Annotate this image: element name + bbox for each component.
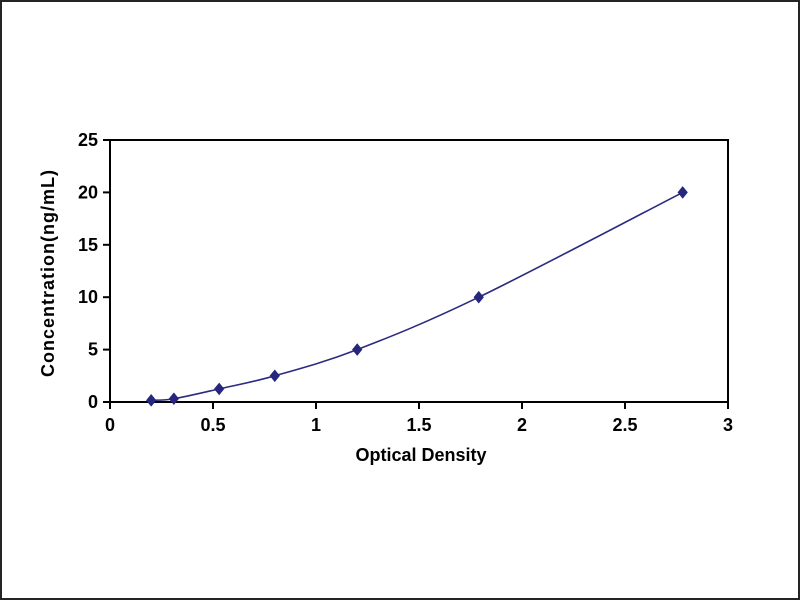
x-tick-label: 0.5 <box>200 415 225 435</box>
x-tick-label: 0 <box>105 415 115 435</box>
y-tick-label: 25 <box>78 130 98 150</box>
y-tick-label: 10 <box>78 287 98 307</box>
plot-frame <box>109 139 729 403</box>
data-point-marker <box>146 394 157 407</box>
x-axis-label: Optical Density <box>355 445 486 465</box>
x-tick-label: 2.5 <box>612 415 637 435</box>
x-tick-label: 1.5 <box>406 415 431 435</box>
y-tick-label: 5 <box>88 340 98 360</box>
y-axis-label: Concentration(ng/mL) <box>38 169 58 377</box>
standard-curve-line <box>151 191 684 402</box>
data-point-marker <box>352 343 363 356</box>
y-tick-label: 20 <box>78 182 98 202</box>
y-tick-label: 0 <box>88 392 98 412</box>
plot-render-layer: 0 0.5 1 1.5 2 2.5 3 0 5 10 15 20 25 <box>78 130 733 435</box>
data-point-marker <box>677 186 688 199</box>
data-point-marker <box>214 382 225 396</box>
x-tick-label: 1 <box>311 415 321 435</box>
y-tick-label: 15 <box>78 235 98 255</box>
data-point-marker <box>168 392 180 406</box>
data-point-marker <box>473 290 484 304</box>
x-tick-label: 2 <box>517 415 527 435</box>
data-point-marker <box>269 369 280 383</box>
x-tick-label: 3 <box>723 415 733 435</box>
